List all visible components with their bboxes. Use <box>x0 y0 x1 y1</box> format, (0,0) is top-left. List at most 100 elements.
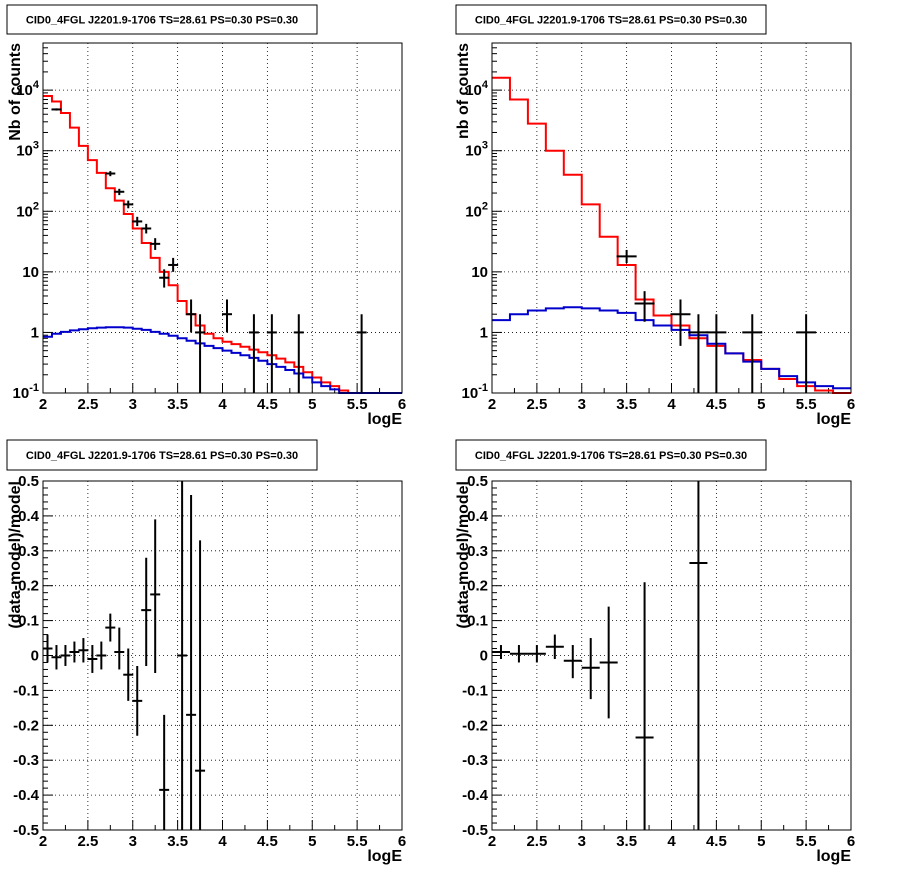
data-point <box>545 634 564 659</box>
source-model-histogram <box>492 306 851 390</box>
y-tick-label: 0.4 <box>18 508 40 525</box>
data-point <box>87 645 98 673</box>
data-point <box>266 314 277 393</box>
data-point <box>706 314 727 393</box>
data-point <box>195 314 206 393</box>
data-point <box>132 665 143 736</box>
data-point <box>599 606 618 719</box>
data-point <box>141 557 152 666</box>
x-tick-label: 5.5 <box>796 396 817 413</box>
data-point <box>293 314 304 393</box>
y-tick-label: 10-1 <box>13 382 39 402</box>
y-tick-label: 0.2 <box>18 578 39 595</box>
data-point <box>141 223 152 234</box>
y-tick-label: -0.1 <box>462 682 488 699</box>
data-point <box>114 627 125 670</box>
data-point <box>509 645 528 663</box>
x-tick-label: 5 <box>308 833 316 850</box>
x-tick-label: 3.5 <box>167 396 188 413</box>
data-point <box>670 299 691 346</box>
x-tick-label: 6 <box>398 833 406 850</box>
y-tick-label: 102 <box>465 200 488 220</box>
x-tick-label: 3.5 <box>616 396 637 413</box>
y-tick-label: -0.4 <box>13 787 40 804</box>
data-point <box>105 171 116 177</box>
data-point <box>221 299 232 333</box>
y-axis-label: (data-model)/model <box>7 481 24 629</box>
x-tick-label: 3.5 <box>167 833 188 850</box>
data-point <box>527 645 546 663</box>
y-tick-label: 0.4 <box>467 508 489 525</box>
data-point <box>159 714 170 830</box>
data-point <box>491 645 510 659</box>
chart-title: CID0_4FGL J2201.9-1706 TS=28.61 PS=0.30 … <box>475 450 747 462</box>
plot-area <box>43 43 402 393</box>
y-tick-label: 0.5 <box>18 473 39 490</box>
chart-panel-4: 2 2.5 3 3.5 4 4.5 5 5.5 6 -0.5 -0.4 -0.3 -0.2 -0.1 0 0.… <box>455 439 855 865</box>
y-axis-label: (data-model)/model <box>455 481 472 629</box>
y-tick-label: 0.3 <box>467 543 488 560</box>
y-tick-label: -0.2 <box>462 717 488 734</box>
x-tick-label: 6 <box>847 833 855 850</box>
data-point <box>563 645 582 679</box>
x-tick-label: 4.5 <box>257 833 278 850</box>
x-tick-label: 2 <box>39 396 47 413</box>
x-tick-label: 5.5 <box>796 833 817 850</box>
data-point <box>688 314 709 393</box>
data-point <box>96 641 107 670</box>
x-tick-label: 2 <box>488 833 496 850</box>
chart-title: CID0_4FGL J2201.9-1706 TS=28.61 PS=0.30 … <box>26 15 298 27</box>
data-point <box>150 519 161 673</box>
data-point <box>69 641 80 663</box>
source-model-histogram <box>43 326 402 394</box>
data-point <box>742 314 763 393</box>
x-tick-label: 5 <box>757 396 765 413</box>
title-box <box>455 439 767 471</box>
plot-frame <box>491 480 852 831</box>
data-point <box>616 249 637 264</box>
data-point <box>105 613 116 642</box>
x-tick-label: 5 <box>308 396 316 413</box>
y-tick-label: 0.5 <box>467 473 488 490</box>
chart-title: CID0_4FGL J2201.9-1706 TS=28.61 PS=0.30 … <box>26 450 298 462</box>
x-tick-label: 5 <box>757 833 765 850</box>
plot-frame <box>42 480 403 831</box>
data-point <box>159 269 170 288</box>
y-tick-label: -0.3 <box>13 752 39 769</box>
x-tick-label: 5.5 <box>347 396 368 413</box>
y-tick-label: 0.1 <box>467 613 488 630</box>
y-tick-label: 0.3 <box>18 543 39 560</box>
chart-panel-3: 2 2.5 3 3.5 4 4.5 5 5.5 6 -0.5 -0.4 -0.3 -0.2 -0.1 0 0.… <box>6 439 406 865</box>
y-tick-label: -0.4 <box>462 787 489 804</box>
title-box <box>6 4 318 35</box>
y-tick-label: 103 <box>16 140 39 160</box>
y-tick-label: 10 <box>471 264 488 281</box>
x-tick-label: 3.5 <box>616 833 637 850</box>
data-point <box>150 238 161 250</box>
plot-frame <box>42 42 403 394</box>
y-tick-label: 10-1 <box>462 382 488 402</box>
chart-panel-1: 2 2.5 3 3.5 4 4.5 5 5.5 6 10-1 1 10 102 103 104 logE Nb … <box>6 4 406 428</box>
x-tick-label: 4 <box>218 396 227 413</box>
x-axis-label: logE <box>816 848 851 865</box>
data-point <box>114 188 125 196</box>
y-tick-label: -0.5 <box>13 822 39 839</box>
data-point <box>42 634 53 663</box>
data-point <box>51 645 62 670</box>
x-tick-label: 6 <box>847 396 855 413</box>
plot-area <box>492 481 851 830</box>
data-point <box>796 314 817 393</box>
x-tick-label: 4.5 <box>706 396 727 413</box>
x-tick-label: 5.5 <box>347 833 368 850</box>
title-box <box>455 4 767 35</box>
y-tick-label: -0.1 <box>13 682 39 699</box>
x-tick-label: 2 <box>488 396 496 413</box>
data-point <box>123 648 134 701</box>
data-point <box>186 299 197 333</box>
data-point <box>123 200 134 209</box>
x-tick-label: 3 <box>129 833 137 850</box>
x-tick-label: 4 <box>218 833 227 850</box>
total-model-histogram <box>43 95 402 394</box>
x-tick-label: 2.5 <box>77 396 98 413</box>
